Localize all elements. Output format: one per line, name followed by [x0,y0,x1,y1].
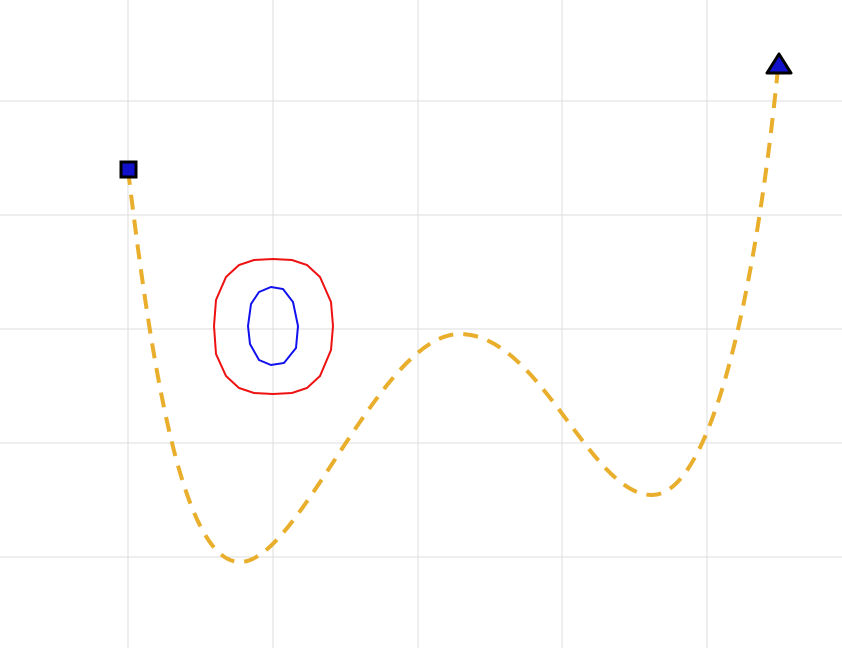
inner-contour [246,285,300,367]
start-marker [119,160,138,179]
dashed-path [126,67,780,565]
outer-contour [212,257,335,396]
end-marker [765,52,793,75]
